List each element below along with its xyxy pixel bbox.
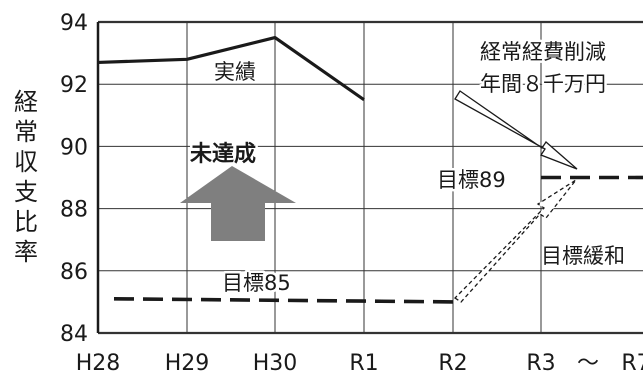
x-tick-R7: R7 [621,351,643,376]
target-relax-arrow [453,179,577,303]
y-tick-86: 86 [60,260,88,285]
series-line-1 [113,296,454,304]
x-tick-H29: H29 [165,351,210,376]
label-unachieved: 未達成 [190,141,256,167]
x-tick-H28: H28 [76,351,121,376]
label-annual-amount: 年間８千万円 [480,72,606,96]
y-tick-88: 88 [60,198,88,223]
y-axis-label-char: 率 [14,238,38,266]
y-axis-label-char: 常 [14,118,38,146]
label-target-85: 目標85 [222,271,291,295]
x-tick-R1: R1 [349,351,378,376]
x-tick-labels: H28 H29 H30 R1 R2 R3 R7 ～ [76,351,643,376]
y-axis-label-char: 収 [14,148,38,176]
x-tick-separator: ～ [577,351,599,376]
label-actual: 実績 [214,60,256,84]
x-tick-H30: H30 [253,351,298,376]
y-axis-label-char: 支 [14,178,38,206]
x-tick-R2: R2 [438,351,467,376]
series-line-0 [97,35,365,102]
x-tick-R3: R3 [526,351,555,376]
cost-reduction-arrow [454,90,578,170]
y-axis-label-char: 経 [14,88,38,116]
y-axis-label-char: 比 [14,208,38,236]
series-lines [97,35,643,304]
y-tick-84: 84 [60,322,88,347]
unachieved-up-arrow [180,166,296,241]
grid [96,20,643,335]
label-target-89: 目標89 [437,168,506,192]
y-tick-92: 92 [60,73,88,98]
label-target-relax: 目標緩和 [541,244,625,268]
y-tick-94: 94 [60,11,88,36]
y-tick-labels: 84 86 88 90 92 94 [60,11,88,347]
annotation-arrows [180,90,578,303]
y-tick-90: 90 [60,135,88,160]
label-cost-reduction: 経常経費削減 [480,40,606,64]
